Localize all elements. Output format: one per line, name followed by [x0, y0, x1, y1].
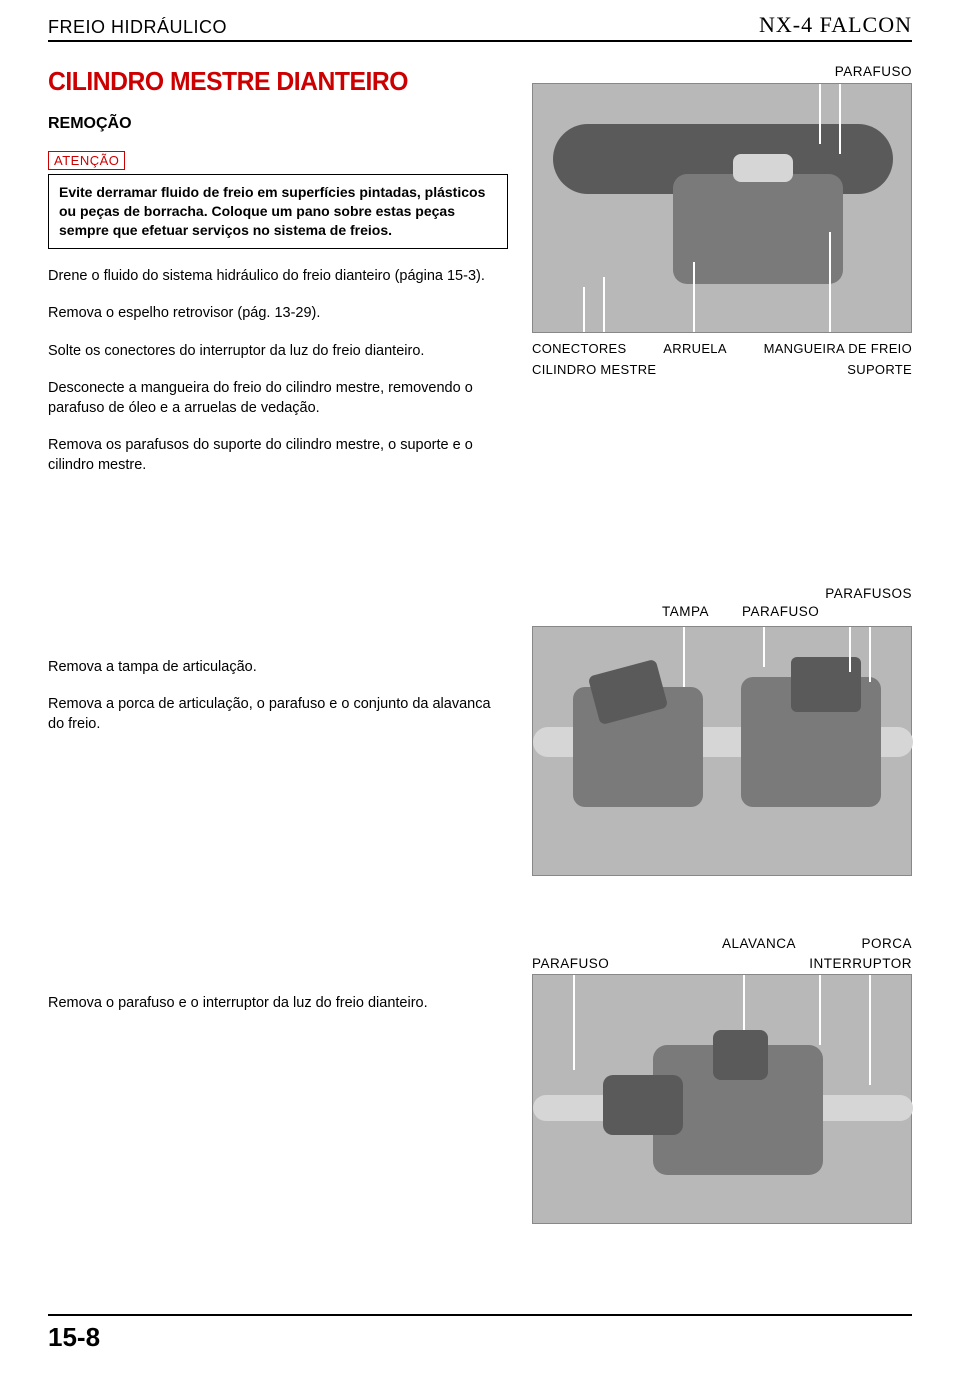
para-drene: Drene o fluido do sistema hidráulico do … [48, 267, 508, 287]
section-3-figure-col: ALAVANCA PORCA PARAFUSO INTERRUPTOR [528, 936, 912, 1224]
para-conectores: Solte os conectores do interruptor da lu… [48, 342, 508, 362]
fig1-under-row2: CILINDRO MESTRE SUPORTE [532, 362, 912, 377]
fig2-label-parafusos: PARAFUSOS [825, 586, 912, 601]
fig1-label-arruela: ARRUELA [663, 341, 727, 356]
section-1-figure-col: PARAFUSO CONECTORES ARRUELA MANG [528, 64, 912, 476]
fig3-label-parafuso: PARAFUSO [532, 956, 609, 971]
fig1-under-row1: CONECTORES ARRUELA MANGUEIRA DE FREIO [532, 341, 912, 356]
fig3-label-alavanca: ALAVANCA [722, 936, 796, 951]
warning-box: Evite derramar fluido de freio em superf… [48, 174, 508, 249]
page-header: FREIO HIDRÁULICO NX-4 FALCON [48, 0, 912, 42]
fig3-label-interruptor: INTERRUPTOR [809, 956, 912, 971]
section-2-figure-col: PARAFUSOS TAMPA PARAFUSO [528, 586, 912, 876]
atencao-badge: ATENÇÃO [48, 151, 125, 170]
header-left: FREIO HIDRÁULICO [48, 17, 227, 38]
figure-3-wrapper: ALAVANCA PORCA PARAFUSO INTERRUPTOR [532, 936, 912, 1224]
fig3-label-porca: PORCA [861, 936, 912, 951]
fig2-labels: PARAFUSOS TAMPA PARAFUSO [532, 586, 912, 622]
para-parafusos: Remova os parafusos do suporte do cilind… [48, 436, 508, 475]
fig1-label-mangueira: MANGUEIRA DE FREIO [764, 341, 912, 356]
section-3: Remova o parafuso e o interruptor da luz… [48, 936, 912, 1224]
section-2: Remova a tampa de articulação. Remova a … [48, 586, 912, 876]
page-number: 15-8 [48, 1322, 912, 1353]
figure-2 [532, 626, 912, 876]
fig2-label-tampa: TAMPA [662, 604, 709, 619]
fig1-label-cilindro: CILINDRO MESTRE [532, 362, 656, 377]
fig1-label-parafuso: PARAFUSO [532, 64, 912, 79]
section-2-text: Remova a tampa de articulação. Remova a … [48, 586, 508, 876]
figure-1 [532, 83, 912, 333]
para-interruptor: Remova o parafuso e o interruptor da luz… [48, 994, 508, 1014]
section-subtitle: REMOÇÃO [48, 115, 508, 133]
para-mangueira: Desconecte a mangueira do freio do cilin… [48, 379, 508, 418]
page-footer: 15-8 [48, 1314, 912, 1353]
figure-2-wrapper: PARAFUSOS TAMPA PARAFUSO [532, 586, 912, 876]
para-porca: Remova a porca de articulação, o parafus… [48, 695, 508, 734]
figure-1-wrapper: PARAFUSO CONECTORES ARRUELA MANG [532, 64, 912, 377]
section-1-text: CILINDRO MESTRE DIANTEIRO REMOÇÃO ATENÇÃ… [48, 64, 508, 476]
para-tampa: Remova a tampa de articulação. [48, 658, 508, 678]
fig2-label-parafuso: PARAFUSO [742, 604, 819, 619]
fig1-label-suporte: SUPORTE [847, 362, 912, 377]
header-right: NX-4 FALCON [759, 12, 912, 38]
section-1: CILINDRO MESTRE DIANTEIRO REMOÇÃO ATENÇÃ… [48, 64, 912, 476]
fig3-labels: ALAVANCA PORCA PARAFUSO INTERRUPTOR [532, 936, 912, 974]
para-retrovisor: Remova o espelho retrovisor (pág. 13-29)… [48, 304, 508, 324]
figure-3 [532, 974, 912, 1224]
section-title: CILINDRO MESTRE DIANTEIRO [48, 66, 485, 97]
fig1-label-conectores: CONECTORES [532, 341, 627, 356]
section-3-text: Remova o parafuso e o interruptor da luz… [48, 936, 508, 1224]
